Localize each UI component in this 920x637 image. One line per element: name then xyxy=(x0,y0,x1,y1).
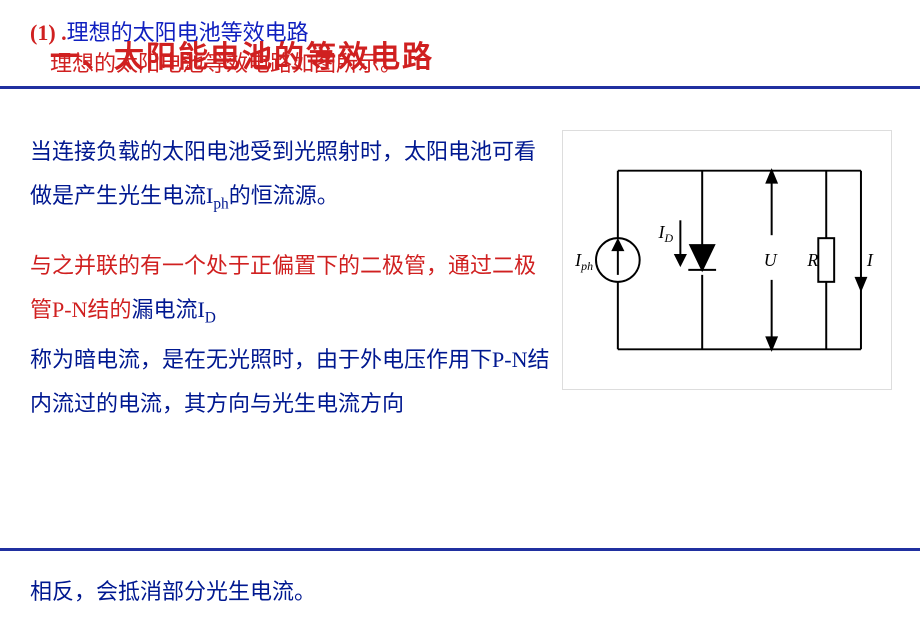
p1b-sub: ph xyxy=(213,195,228,212)
p1c: 的恒流源。 xyxy=(229,183,339,208)
circuit-diagram: Iph ID U R I xyxy=(562,130,892,390)
label-i: I xyxy=(866,250,874,270)
p2a: 与之并联的有一个处于正偏置下的二极管，通过二极管P-N结的 xyxy=(30,253,536,322)
p3b: 相反，会抵消部分光生电流。 xyxy=(30,579,316,604)
p2c-sub: D xyxy=(205,310,216,327)
label-iph: Iph xyxy=(574,250,593,273)
label-id: ID xyxy=(658,222,674,245)
heading-line2: 理想的太阳电池等效电路如图所示。 xyxy=(50,51,402,76)
top-divider xyxy=(0,86,920,89)
label-r: R xyxy=(806,250,818,270)
bottom-divider xyxy=(0,548,920,551)
p3a: 称为暗电流，是在无光照时，由于外电压作用下P-N结内流过的电流，其方向与光生电流… xyxy=(30,347,549,416)
label-u: U xyxy=(764,250,778,270)
p2b: 漏电流I xyxy=(131,297,204,322)
body-text: 当连接负载的太阳电池受到光照射时，太阳电池可看做是产生光生电流Iph的恒流源。 … xyxy=(30,130,554,450)
